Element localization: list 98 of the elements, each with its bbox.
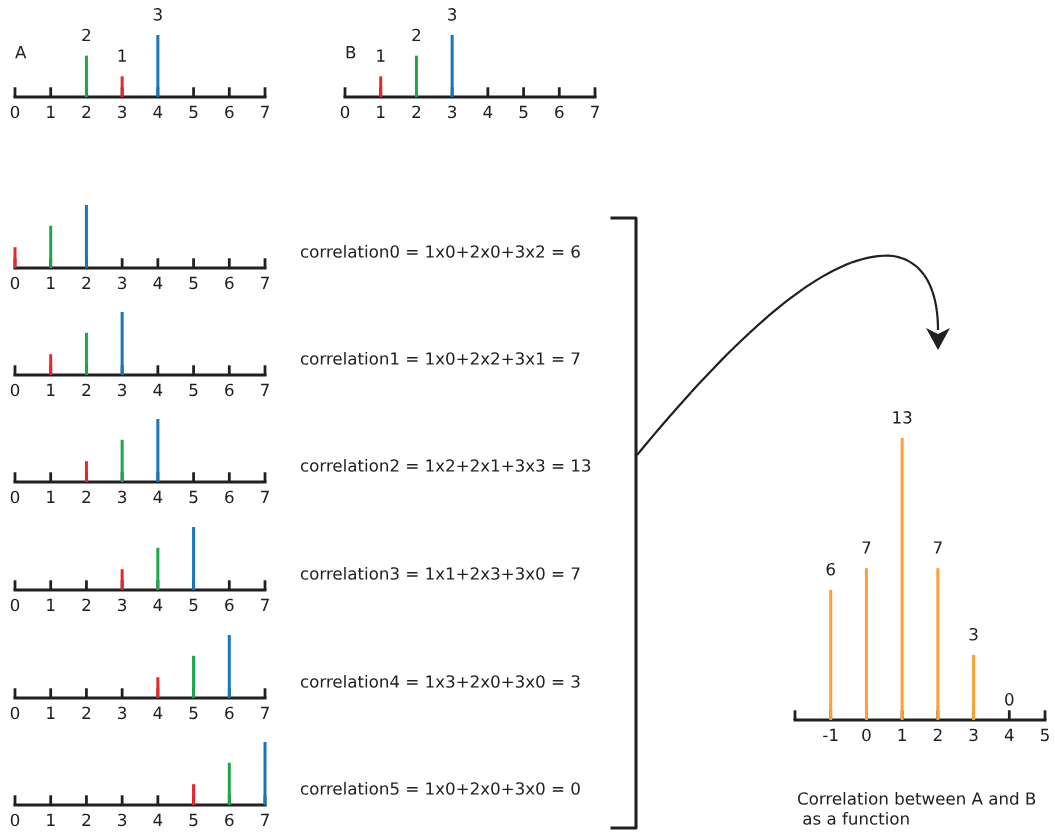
x-tick-label: 4 [153, 706, 163, 719]
x-tick-label: 2 [933, 728, 942, 741]
data-label: 2 [412, 28, 421, 42]
bar [864, 568, 868, 720]
x-tick-label: 5 [189, 813, 198, 827]
x-tick-label: 0 [10, 105, 20, 119]
data-label: 7 [933, 541, 942, 554]
x-tick-label: 7 [261, 105, 269, 118]
x-tick-label: 7 [261, 598, 269, 611]
x-tick-label: 0 [10, 706, 20, 720]
data-label: 6 [826, 562, 835, 576]
x-tick-label: 1 [377, 105, 385, 118]
x-tick-label: 4 [153, 276, 163, 289]
x-tick-label: 5 [189, 276, 198, 290]
x-tick-label: 1 [47, 383, 55, 396]
x-tick-label: 0 [10, 383, 20, 397]
x-tick-label: 0 [10, 276, 20, 290]
x-tick-label: 6 [555, 105, 564, 119]
x-tick-label: 4 [153, 105, 163, 118]
x-tick-label: 3 [118, 706, 127, 720]
x-tick-label: 2 [82, 706, 91, 719]
text: as a function [803, 811, 909, 825]
text: correlation4 = 1x3+2x0+3x0 = 3 [300, 674, 580, 688]
x-tick-label: 3 [118, 598, 127, 612]
x-tick-label: 1 [47, 276, 55, 289]
x-tick-label: 0 [10, 813, 20, 827]
x-tick-label: 3 [969, 728, 978, 742]
x-tick-label: 5 [189, 490, 198, 504]
x-tick-label: 6 [225, 490, 234, 504]
data-label: 2 [82, 28, 91, 42]
data-label: 1 [377, 49, 385, 62]
text: A [15, 46, 27, 59]
x-tick-label: 1 [47, 105, 55, 118]
text: correlation5 = 1x0+2x0+3x0 = 0 [300, 781, 580, 795]
x-tick-label: 0 [862, 728, 871, 742]
data-label: 0 [1005, 693, 1014, 706]
x-tick-label: 5 [519, 105, 528, 119]
bar [936, 568, 940, 720]
data-label: 7 [862, 541, 871, 554]
data-label: 13 [893, 411, 912, 424]
data-label: 3 [448, 8, 457, 21]
x-tick-label: 5 [189, 383, 198, 397]
data-label: 3 [969, 627, 978, 641]
x-tick-label: 4 [1004, 728, 1014, 741]
x-tick-label: 4 [153, 813, 163, 826]
x-tick-label: 6 [225, 813, 234, 827]
x-tick-label: 2 [82, 490, 91, 503]
x-tick-label: 2 [82, 383, 91, 396]
x-tick-label: 4 [153, 383, 163, 396]
x-tick-label: 3 [118, 276, 127, 290]
text: correlation3 = 1x1+2x3+3x0 = 7 [300, 566, 580, 580]
text: correlation1 = 1x0+2x2+3x1 = 7 [300, 351, 580, 365]
data-label: 1 [118, 49, 126, 62]
x-tick-label: 1 [898, 728, 906, 741]
x-tick-label: 5 [189, 598, 198, 612]
x-tick-label: 2 [82, 276, 91, 289]
x-tick-label: 7 [261, 276, 269, 289]
x-tick-label: 1 [47, 706, 55, 719]
x-tick-label: 7 [261, 490, 269, 503]
x-tick-label: 2 [82, 813, 91, 826]
x-tick-label: 6 [225, 276, 234, 290]
x-tick-label: 5 [189, 105, 198, 119]
bar [972, 654, 976, 720]
x-tick-label: 0 [340, 105, 350, 119]
text: B [346, 46, 356, 59]
text: Correlation between A and B [797, 791, 1036, 805]
bar [900, 438, 904, 720]
x-tick-label: 3 [118, 105, 127, 119]
x-tick-label: 0 [10, 490, 20, 504]
x-tick-label: 1 [47, 490, 55, 503]
x-tick-label: 6 [225, 383, 234, 397]
x-tick-label: 7 [261, 813, 269, 826]
x-tick-label: 2 [82, 598, 91, 611]
x-tick-label: 4 [483, 105, 493, 118]
text: correlation2 = 1x2+2x1+3x3 = 13 [300, 458, 591, 472]
x-tick-label: 7 [261, 706, 269, 719]
x-tick-label: 2 [82, 105, 91, 118]
x-tick-label: 5 [1040, 728, 1049, 742]
x-tick-label: -1 [823, 728, 838, 741]
text: correlation0 = 1x0+2x0+3x2 = 6 [300, 244, 580, 258]
x-tick-label: 1 [47, 813, 55, 826]
data-label: 3 [153, 8, 162, 21]
x-tick-label: 6 [225, 598, 234, 612]
x-tick-label: 6 [225, 105, 234, 119]
x-tick-label: 1 [47, 598, 55, 611]
x-tick-label: 0 [10, 598, 20, 612]
x-tick-label: 3 [118, 383, 127, 397]
x-tick-label: 4 [153, 490, 163, 503]
x-tick-label: 6 [225, 706, 234, 720]
x-tick-label: 7 [261, 383, 269, 396]
x-tick-label: 3 [118, 813, 127, 827]
x-tick-label: 3 [448, 105, 457, 119]
x-tick-label: 2 [412, 105, 421, 118]
x-tick-label: 7 [591, 105, 599, 118]
bar [829, 589, 833, 720]
x-tick-label: 3 [118, 490, 127, 504]
x-tick-label: 4 [153, 598, 163, 611]
x-tick-label: 5 [189, 706, 198, 720]
